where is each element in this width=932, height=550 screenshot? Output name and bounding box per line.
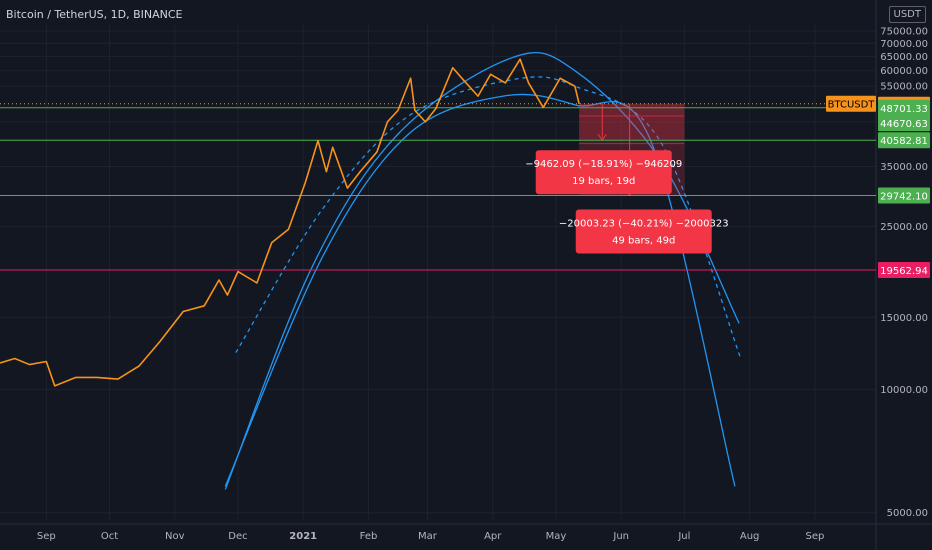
y-tick-label: 10000.00 (880, 385, 928, 396)
chart-title: Bitcoin / TetherUS, 1D, BINANCE (6, 8, 183, 21)
y-tick-label: 65000.00 (880, 52, 928, 63)
price-level-value: 48701.33 (880, 104, 928, 115)
y-tick-label: 5000.00 (887, 508, 928, 519)
x-tick-label: Mar (418, 531, 438, 542)
price-level-tag (878, 132, 930, 149)
y-tick-label: 70000.00 (880, 39, 928, 50)
x-tick-label: Sep (806, 531, 825, 542)
x-tick-label: Jul (677, 531, 690, 542)
y-tick-label: 55000.00 (880, 82, 928, 93)
y-tick-label: 75000.00 (880, 26, 928, 37)
y-tick-label: 35000.00 (880, 162, 928, 173)
measurement-value-text: −9462.09 (−18.91%) −946209 (525, 159, 682, 170)
y-tick-label: 60000.00 (880, 66, 928, 77)
y-tick-label: 25000.00 (880, 222, 928, 233)
symbol-tag (826, 95, 876, 112)
x-tick-label: Aug (740, 531, 760, 542)
currency-badge[interactable]: USDT (888, 6, 926, 23)
symbol-tag-label: BTCUSDT (828, 100, 876, 111)
price-level-value: 29742.10 (880, 192, 928, 203)
price-line (0, 58, 580, 387)
x-tick-label: Dec (228, 531, 247, 542)
x-tick-label: 2021 (289, 531, 317, 542)
price-level-tag (878, 187, 930, 204)
measurement-value-text: −20003.23 (−40.21%) −2000323 (559, 219, 729, 230)
price-level-value: 40582.81 (880, 136, 928, 147)
measurement-label-box (535, 150, 672, 195)
price-level-value: 19562.94 (880, 266, 928, 277)
price-level-value: 44670.63 (880, 119, 928, 130)
x-tick-label: May (546, 531, 567, 542)
measurement-bars-text: 19 bars, 19d (572, 176, 635, 187)
x-tick-label: Sep (37, 531, 56, 542)
measurement-box (579, 103, 685, 141)
measurement-label-box (575, 209, 712, 254)
x-tick-label: Apr (484, 531, 502, 542)
y-tick-label: 15000.00 (880, 313, 928, 324)
price-level-tag (878, 262, 930, 279)
x-tick-label: Feb (360, 531, 378, 542)
x-tick-label: Jun (612, 531, 629, 542)
price-level-tag (878, 115, 930, 132)
price-level-tag (878, 99, 930, 116)
x-tick-label: Nov (165, 531, 185, 542)
measurement-bars-text: 49 bars, 49d (612, 236, 675, 247)
x-tick-label: Oct (101, 531, 118, 542)
